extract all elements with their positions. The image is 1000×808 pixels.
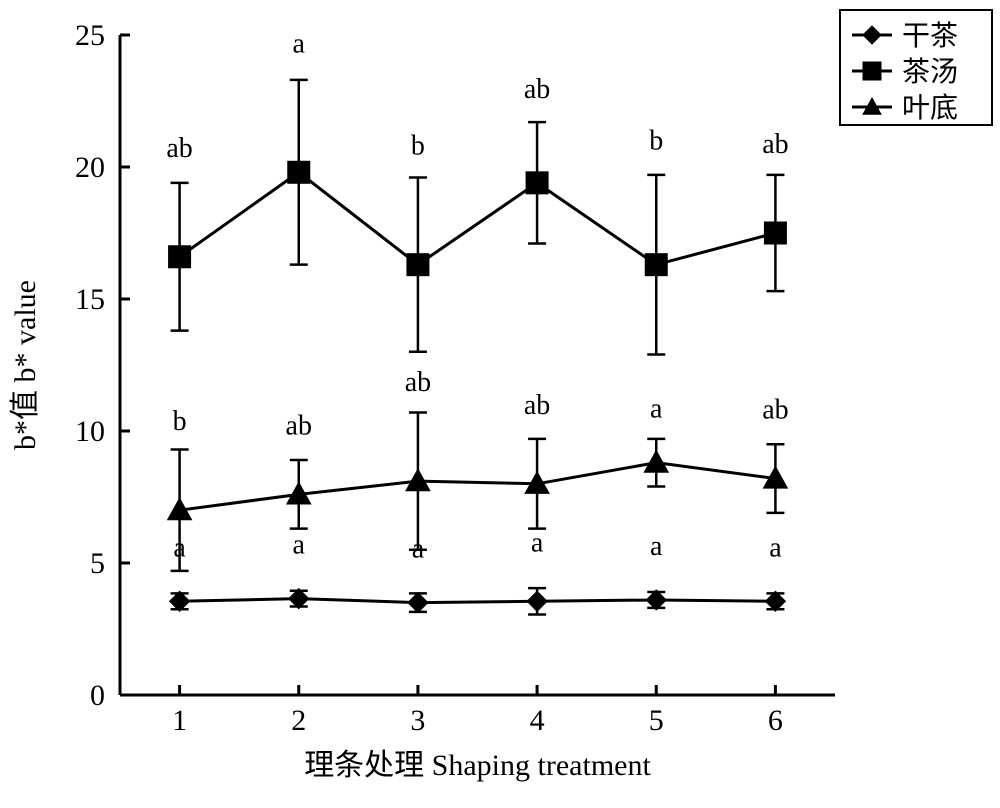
x-axis-label: 理条处理 Shaping treatment (304, 749, 651, 782)
sig-label: b (173, 406, 187, 437)
y-tick-label: 10 (75, 415, 105, 448)
sig-label: ab (762, 395, 788, 426)
x-tick-label: 5 (649, 704, 664, 737)
chart-container: 0 5 10 15 20 25 1 2 3 4 5 6 b*值 b* value 理条处理 Shaping… (0, 0, 1000, 808)
y-axis-label: b*值 b* value (9, 280, 42, 450)
legend: 干茶茶汤叶底 (840, 10, 992, 125)
sig-label: ab (405, 367, 431, 398)
x-tick-label: 2 (291, 704, 306, 737)
x-tick-label: 1 (172, 704, 187, 737)
sig-label: b (649, 126, 663, 157)
x-tick-label: 6 (768, 704, 783, 737)
legend-label: 干茶 (902, 20, 958, 52)
chart-svg: 0 5 10 15 20 25 1 2 3 4 5 6 b*值 b* value 理条处理 Shaping… (0, 0, 1000, 808)
sig-label: ab (524, 74, 550, 105)
y-tick-label: 25 (75, 19, 105, 52)
sig-label: a (769, 532, 782, 563)
sig-label: a (650, 531, 663, 562)
legend-label: 叶底 (902, 92, 958, 124)
sig-label: ab (166, 133, 192, 164)
sig-label: a (650, 394, 663, 425)
legend-label: 茶汤 (902, 56, 958, 88)
sig-label: a (293, 530, 306, 561)
sig-label: a (531, 527, 544, 558)
y-tick-label: 0 (90, 679, 105, 712)
sig-label: ab (762, 129, 788, 160)
x-tick-label: 3 (410, 704, 425, 737)
y-tick-label: 15 (75, 283, 105, 316)
sig-label: ab (524, 390, 550, 421)
y-tick-label: 20 (75, 151, 105, 184)
y-tick-label: 5 (90, 547, 105, 580)
sig-label: ab (286, 410, 312, 441)
sig-label: b (411, 131, 425, 162)
x-tick-label: 4 (530, 704, 545, 737)
sig-label: a (293, 28, 306, 59)
